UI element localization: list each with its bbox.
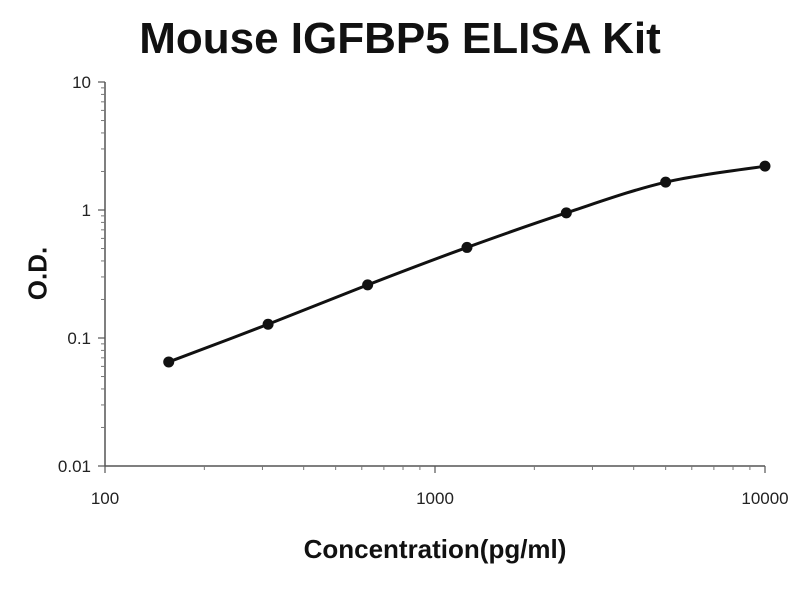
y-tick-label: 10 xyxy=(72,73,91,92)
x-tick-label: 10000 xyxy=(741,489,788,508)
y-axis-label: O.D. xyxy=(22,246,53,301)
axis-ticks xyxy=(98,81,766,473)
y-tick-label: 1 xyxy=(82,201,91,220)
data-point xyxy=(163,356,175,368)
data-point xyxy=(262,318,274,330)
series-line xyxy=(168,164,766,364)
data-point xyxy=(759,160,771,172)
series-layer xyxy=(163,160,771,368)
x-tick-label: 1000 xyxy=(416,489,454,508)
x-axis-label: Concentration(pg/ml) xyxy=(303,534,567,564)
chart-title: Mouse IGFBP5 ELISA Kit xyxy=(139,14,661,63)
data-point xyxy=(560,207,572,219)
x-tick-label: 100 xyxy=(91,489,119,508)
y-tick-label: 0.01 xyxy=(58,457,91,476)
data-point xyxy=(461,241,473,253)
data-point xyxy=(362,279,374,291)
y-tick-label: 0.1 xyxy=(67,329,91,348)
data-point xyxy=(660,176,672,188)
tick-labels: 0.01 0.1 1 10 100 1000 10000 xyxy=(58,73,789,508)
